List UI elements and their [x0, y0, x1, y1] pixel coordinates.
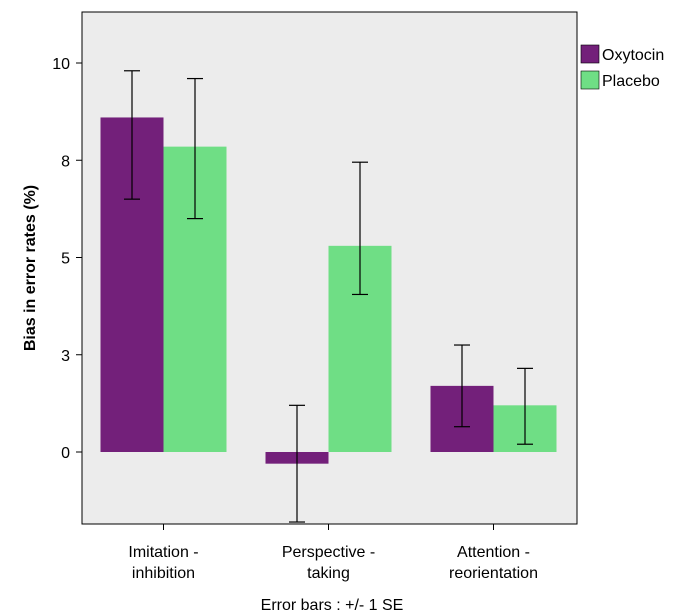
- x-tick-label: Imitation -: [128, 544, 198, 561]
- legend-label-oxytocin: Oxytocin: [602, 47, 664, 64]
- x-axis: Imitation - inhibition Perspective - taking…: [128, 524, 538, 582]
- y-tick-label: 5: [61, 251, 70, 268]
- y-tick-label: 10: [52, 56, 70, 73]
- y-axis-title: Bias in error rates (%): [22, 185, 39, 351]
- x-tick-label: taking: [307, 565, 350, 582]
- error-bars: [124, 70, 533, 523]
- legend-swatch-oxytocin: [580, 44, 600, 64]
- legend-swatch-placebo: [580, 70, 600, 90]
- error-bars-footnote: Error bars : +/- 1 SE: [261, 597, 404, 614]
- y-tick-label: 0: [61, 445, 70, 462]
- x-tick-label: reorientation: [449, 565, 538, 582]
- x-tick-label: Perspective -: [282, 544, 375, 561]
- legend-label-placebo: Placebo: [602, 73, 660, 90]
- legend: Oxytocin Placebo: [580, 44, 664, 90]
- x-tick-label: Attention -: [457, 544, 530, 561]
- y-tick-label: 8: [61, 153, 70, 170]
- y-tick-label: 3: [61, 348, 70, 365]
- x-tick-label: inhibition: [132, 565, 195, 582]
- y-axis: 0 3 5 8 10: [52, 56, 82, 462]
